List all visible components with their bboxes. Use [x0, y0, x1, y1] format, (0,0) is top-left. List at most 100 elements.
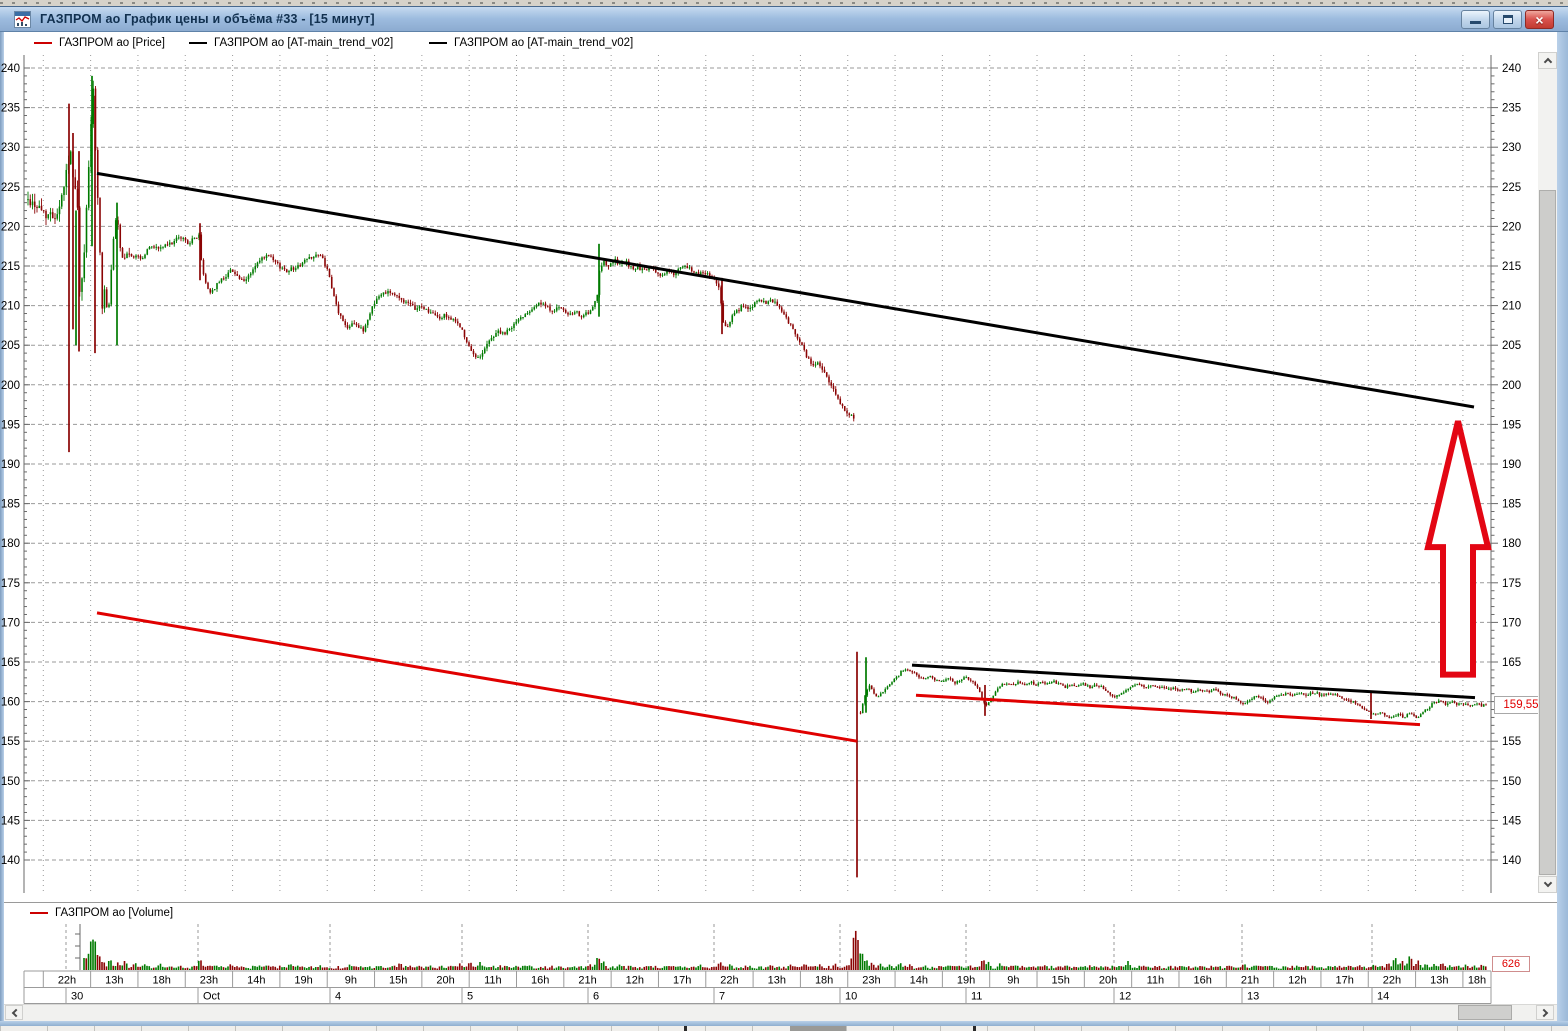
time-axis-label: 11h	[484, 975, 502, 987]
minimize-button[interactable]	[1461, 10, 1490, 29]
time-axis-label: 15h	[389, 975, 407, 987]
legend-label: ГАЗПРОМ ао [Price]	[59, 37, 165, 49]
time-axis-label: 21h	[1241, 975, 1259, 987]
close-button[interactable]: ×	[1525, 10, 1554, 29]
main-downtrend-lower	[96, 611, 858, 743]
minimize-icon	[1470, 21, 1481, 24]
time-axis-label: 13h	[105, 975, 123, 987]
chart-gridlines	[24, 55, 1491, 893]
time-axis-label: 20h	[1099, 975, 1117, 987]
legend-item-1: ГАЗПРОМ ао [AT-main_trend_v02]	[189, 36, 393, 50]
y-axis-label-right: 185	[1502, 499, 1521, 511]
scroll-right-button[interactable]	[1536, 1005, 1554, 1020]
y-axis-label-right: 230	[1502, 142, 1521, 154]
volume-series	[65, 924, 1487, 970]
y-axis-label-right: 155	[1502, 736, 1521, 748]
y-axis-label-right: 150	[1502, 776, 1521, 788]
y-axis-label-left: 140	[1, 855, 20, 867]
trendlines	[96, 171, 1476, 743]
time-axis-label: 19h	[294, 975, 312, 987]
y-axis-label-left: 235	[1, 103, 20, 115]
y-axis-label-right: 205	[1502, 340, 1521, 352]
time-axis-label: 9h	[345, 975, 357, 987]
time-axis-label: 14h	[247, 975, 265, 987]
legend-marker	[189, 42, 207, 44]
late-trend-upper	[911, 663, 1476, 700]
time-axis-label: 13h	[1430, 975, 1448, 987]
legend-item-0: ГАЗПРОМ ао [Price]	[34, 36, 165, 50]
date-axis-label: 5	[467, 991, 473, 1003]
time-axis-label: 16h	[1194, 975, 1212, 987]
horizontal-scrollbar-thumb[interactable]	[1458, 1005, 1512, 1020]
legend-marker	[34, 42, 52, 44]
time-axis-label: 12h	[1288, 975, 1306, 987]
window-border-bottom	[0, 1021, 1568, 1026]
y-axis-label-left: 220	[1, 221, 20, 233]
date-axis-label: 13	[1247, 991, 1259, 1003]
chart-window-content	[4, 33, 1557, 1021]
date-axis-label: 12	[1119, 991, 1131, 1003]
date-axis-label: 7	[719, 991, 725, 1003]
candlestick-series	[27, 75, 1487, 878]
y-axis-label-right: 190	[1502, 459, 1521, 471]
time-axis-label: 22h	[1383, 975, 1401, 987]
background-window-fragment	[790, 1026, 846, 1031]
late-trend-lower	[915, 693, 1421, 727]
y-axis-label-left: 200	[1, 380, 20, 392]
main-downtrend-upper	[96, 171, 1475, 409]
window-titlebar[interactable]: ГАЗПРОМ ао График цены и объёма #33 - [1…	[0, 6, 1568, 32]
y-axis-label-left: 190	[1, 459, 20, 471]
y-axis-label-right: 220	[1502, 221, 1521, 233]
volume-legend-label: ГАЗПРОМ ао [Volume]	[55, 907, 174, 919]
vertical-scrollbar-thumb[interactable]	[1539, 190, 1556, 875]
y-axis-label-right: 240	[1502, 63, 1521, 75]
volume-chart-legend: ГАЗПРОМ ао [Volume]	[30, 906, 174, 920]
last-volume-label: 626	[1492, 956, 1530, 972]
y-axis-label-right: 200	[1502, 380, 1521, 392]
price-and-volume-chart-plot[interactable]: 240 240 235 235 230 230 225 225 220 220 215 215 210 2…	[0, 52, 1537, 1004]
y-axis-label-right: 195	[1502, 419, 1521, 431]
date-axis-label: 6	[593, 991, 599, 1003]
legend-item-2: ГАЗПРОМ ао [AT-main_trend_v02]	[429, 36, 633, 50]
y-axis-label-left: 240	[1, 63, 20, 75]
y-axis-label-left: 175	[1, 578, 20, 590]
scroll-up-button[interactable]	[1538, 52, 1557, 69]
background-window-edge-bottom	[0, 1026, 1568, 1031]
y-axis-label-right: 210	[1502, 301, 1521, 313]
y-axis-label-left: 150	[1, 776, 20, 788]
date-axis-label: 10	[845, 991, 857, 1003]
date-axis-label: 11	[971, 991, 982, 1003]
time-axis-label: 17h	[673, 975, 691, 987]
panel-separator	[4, 902, 1557, 903]
y-axis-label-left: 180	[1, 538, 20, 550]
y-axis-label-right: 145	[1502, 815, 1521, 827]
price-chart-legend: ГАЗПРОМ ао [Price] ГАЗПРОМ ао [AT-main_tr…	[4, 33, 1557, 52]
time-axis-label: 18h	[152, 975, 170, 987]
up-arrow-annotation[interactable]	[1424, 420, 1492, 678]
scroll-down-button[interactable]	[1538, 876, 1557, 893]
scroll-left-button[interactable]	[5, 1005, 23, 1020]
time-axis-label: 13h	[768, 975, 786, 987]
y-axis-label-left: 165	[1, 657, 20, 669]
time-axis-label: 18h	[815, 975, 833, 987]
y-axis-label-left: 170	[1, 617, 20, 629]
time-axis-label: 16h	[531, 975, 549, 987]
date-axis-label: 30	[71, 991, 83, 1003]
time-axis-label: 14h	[910, 975, 928, 987]
background-window-fragment	[973, 1026, 976, 1031]
time-axis-label: 21h	[578, 975, 596, 987]
time-axis-label: 11h	[1147, 975, 1165, 987]
volume-legend-marker	[30, 912, 48, 914]
y-axis-label-left: 225	[1, 182, 20, 194]
time-axis-label: 9h	[1007, 975, 1019, 987]
y-axis-label-left: 185	[1, 499, 20, 511]
horizontal-scrollbar[interactable]	[4, 1004, 1557, 1021]
restore-button[interactable]	[1493, 10, 1522, 29]
chevron-right-icon	[1539, 1008, 1548, 1017]
y-axis-label-left: 215	[1, 261, 20, 273]
candlestick-chart-icon	[14, 11, 31, 28]
background-window-fragment	[684, 1026, 687, 1031]
time-axis-label: 17h	[1335, 975, 1353, 987]
date-axis-label: Oct	[203, 991, 220, 1003]
legend-label: ГАЗПРОМ ао [AT-main_trend_v02]	[454, 37, 634, 49]
